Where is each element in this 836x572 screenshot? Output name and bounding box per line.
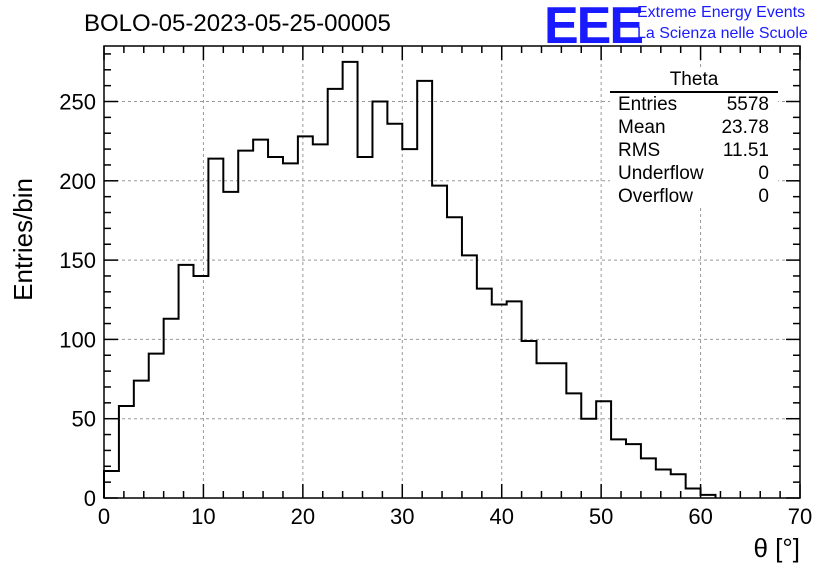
x-tick-label: 0 (98, 504, 110, 529)
stats-value: 0 (758, 163, 769, 184)
stats-label: RMS (618, 140, 661, 161)
plot-frame (103, 45, 801, 499)
x-tick-label: 50 (589, 504, 613, 529)
statistics-box: Theta Entries 5578 Mean 23.78 RMS 11.51 … (610, 70, 778, 208)
x-tick-label: 10 (191, 504, 215, 529)
stats-label: Underflow (618, 163, 704, 184)
y-tick-label: 250 (59, 90, 96, 115)
chart-title: BOLO-05-2023-05-25-00005 (84, 10, 391, 37)
stats-title: Theta (610, 70, 778, 93)
stats-row-mean: Mean 23.78 (610, 116, 778, 139)
stats-row-entries: Entries 5578 (610, 93, 778, 116)
y-tick-label: 150 (59, 248, 96, 273)
stats-value: 0 (758, 186, 769, 207)
stats-row-rms: RMS 11.51 (610, 139, 778, 162)
y-tick-label: 200 (59, 169, 96, 194)
stats-row-overflow: Overflow 0 (610, 185, 778, 208)
x-axis-label: θ [°] (753, 533, 800, 563)
grid-lines (104, 46, 800, 498)
y-tick-label: 100 (59, 327, 96, 352)
stats-value: 5578 (726, 94, 769, 115)
x-tick-label: 30 (390, 504, 414, 529)
stats-row-underflow: Underflow 0 (610, 162, 778, 185)
stats-label: Entries (618, 94, 678, 115)
logo-subtitle-line1: Extreme Energy Events (637, 4, 806, 21)
eee-logo: EEE (544, 0, 644, 55)
x-tick-label: 60 (688, 504, 712, 529)
x-tick-label: 20 (291, 504, 315, 529)
histogram-step-line (103, 60, 717, 498)
stats-value: 11.51 (722, 140, 769, 161)
stats-label: Mean (618, 117, 666, 138)
axis-tick-labels: 0 10 20 30 40 50 60 70 0 50 100 150 200 250 (59, 90, 812, 529)
x-tick-label: 40 (489, 504, 513, 529)
x-tick-label: 70 (788, 504, 812, 529)
y-axis-label: Entries/bin (8, 178, 38, 301)
stats-label: Overflow (618, 186, 693, 207)
axis-ticks (103, 46, 801, 499)
logo-subtitle-line2: La Scienza nelle Scuole (637, 25, 808, 42)
y-tick-label: 50 (72, 407, 96, 432)
stats-value: 23.78 (721, 117, 769, 138)
y-tick-label: 0 (84, 486, 96, 511)
